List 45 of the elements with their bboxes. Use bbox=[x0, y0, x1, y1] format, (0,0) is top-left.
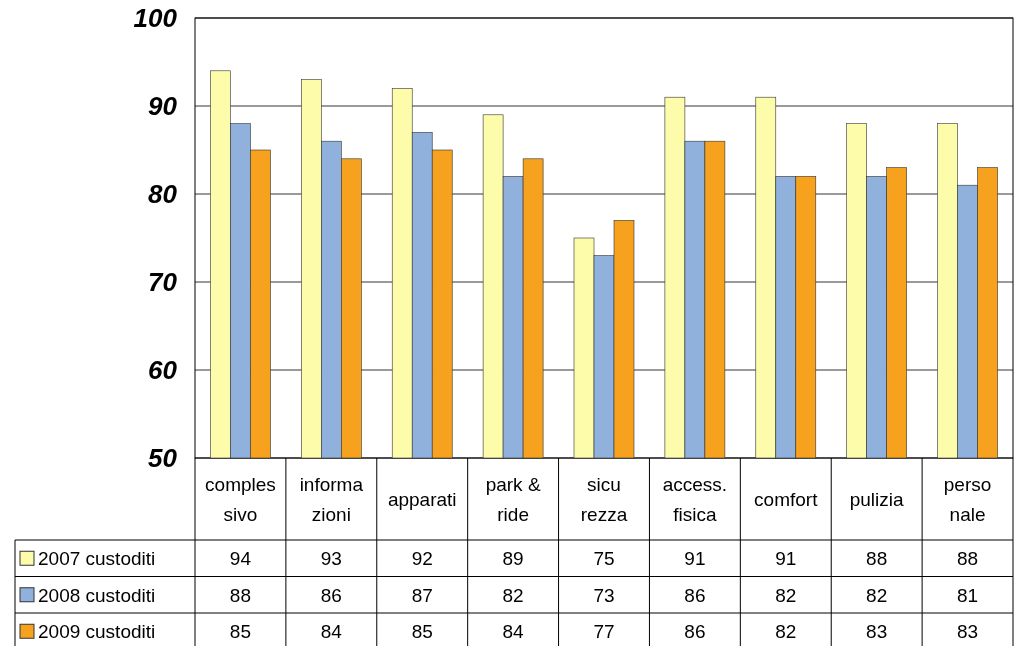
data-label: 81 bbox=[956, 584, 979, 606]
data-label: 85 bbox=[411, 621, 433, 643]
x-tick-label: perso nale bbox=[943, 474, 992, 525]
y-tick-label: 80 bbox=[148, 178, 178, 209]
y-tick-label: 70 bbox=[148, 266, 178, 297]
x-tick-label: park & ride bbox=[485, 474, 541, 525]
y-tick-label: 50 bbox=[148, 442, 178, 473]
legend-label: 2008 custoditi bbox=[38, 584, 156, 606]
data-label: 73 bbox=[593, 584, 615, 606]
x-tick-label: comples sivo bbox=[205, 474, 276, 525]
y-tick-label: 60 bbox=[148, 354, 178, 385]
data-label: 88 bbox=[866, 548, 888, 570]
data-label: 82 bbox=[775, 584, 797, 606]
data-label: 91 bbox=[684, 548, 706, 570]
data-label: 85 bbox=[229, 621, 252, 643]
data-label: 84 bbox=[320, 621, 343, 643]
data-label: 94 bbox=[229, 548, 252, 570]
y-tick-label: 90 bbox=[148, 90, 178, 121]
x-tick-label: informa zioni bbox=[299, 474, 364, 525]
data-label: 83 bbox=[956, 621, 979, 643]
x-tick-label: comfort bbox=[754, 489, 819, 510]
data-label: 92 bbox=[411, 548, 433, 570]
data-label: 75 bbox=[593, 548, 615, 570]
data-label: 86 bbox=[320, 584, 342, 606]
data-label: 83 bbox=[866, 621, 888, 643]
x-tick-label: sicu rezza bbox=[580, 474, 628, 525]
data-label: 82 bbox=[775, 621, 797, 643]
data-label: 84 bbox=[502, 621, 525, 643]
data-label: 87 bbox=[411, 584, 433, 606]
data-label: 91 bbox=[775, 548, 797, 570]
data-label: 86 bbox=[684, 621, 706, 643]
data-label: 89 bbox=[502, 548, 524, 570]
legend-label: 2009 custoditi bbox=[38, 621, 156, 643]
x-tick-label: apparati bbox=[387, 489, 457, 510]
data-label: 82 bbox=[866, 584, 888, 606]
data-label: 93 bbox=[320, 548, 342, 570]
y-tick-label: 100 bbox=[133, 2, 178, 33]
legend-label: 2007 custoditi bbox=[38, 548, 156, 570]
x-tick-label: pulizia bbox=[849, 489, 905, 510]
data-label: 82 bbox=[502, 584, 524, 606]
data-label: 86 bbox=[684, 584, 706, 606]
data-label: 88 bbox=[229, 584, 252, 606]
data-label: 88 bbox=[956, 548, 979, 570]
x-tick-label: access. fisica bbox=[662, 474, 728, 525]
data-label: 77 bbox=[593, 621, 615, 643]
